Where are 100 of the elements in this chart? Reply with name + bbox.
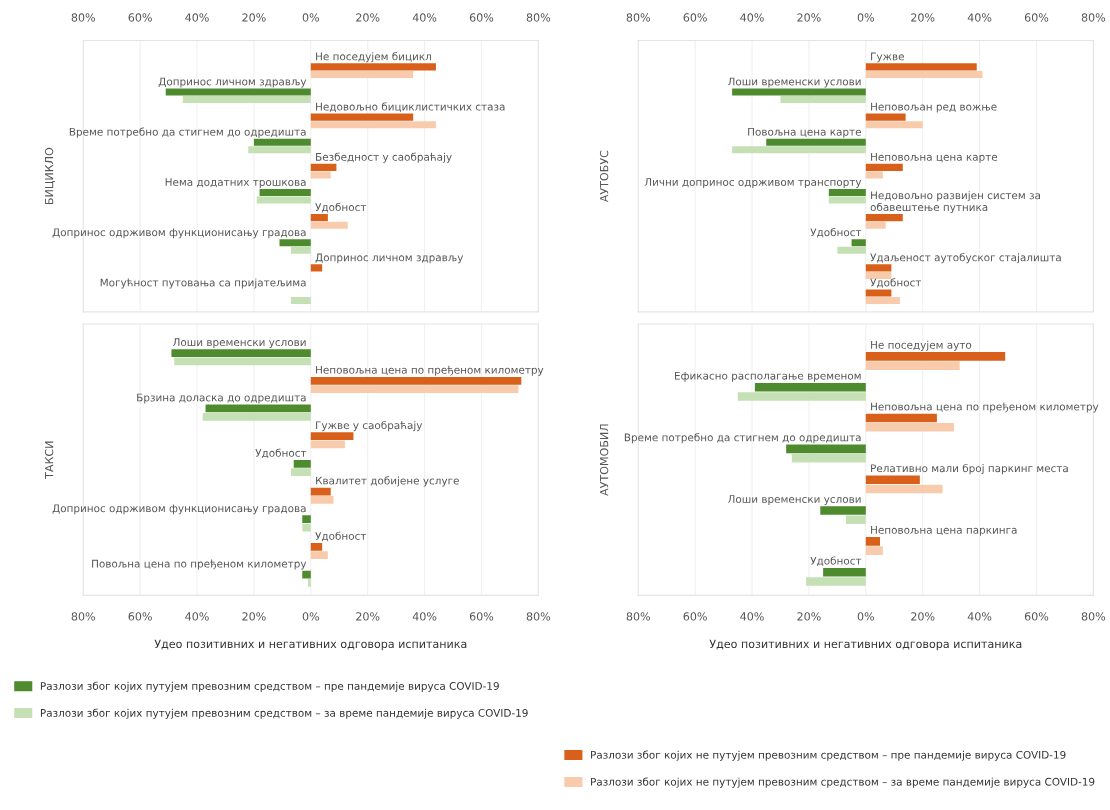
x-tick-label: 40% bbox=[412, 13, 437, 22]
bar bbox=[310, 63, 436, 71]
bar bbox=[310, 385, 519, 393]
bar bbox=[205, 404, 311, 413]
bar bbox=[865, 537, 881, 546]
bar bbox=[256, 196, 311, 204]
bar bbox=[865, 546, 883, 555]
x-tick-label: 80% bbox=[626, 13, 650, 22]
x-tick-label: 20% bbox=[911, 612, 935, 621]
bar bbox=[865, 289, 892, 297]
bar bbox=[806, 577, 866, 586]
bar bbox=[310, 113, 414, 121]
y-tick-label: Неповољна цена по пређеном километру bbox=[871, 402, 1099, 413]
bar bbox=[732, 88, 866, 96]
x-tick-label: 80% bbox=[526, 612, 551, 621]
y-axis-title: БИЦИКЛО bbox=[44, 147, 55, 205]
y-axis-title: АУТОБУС bbox=[599, 150, 609, 203]
bar bbox=[865, 264, 892, 272]
y-tick-label: Лоши временски услови bbox=[727, 77, 861, 88]
y-tick-label: Неповољан ред вожње bbox=[871, 102, 997, 113]
x-axis-title: Удео позитивних и негативних одговора испитаника bbox=[154, 639, 467, 651]
y-tick-label: Неповољна цена по пређеном километру bbox=[316, 365, 544, 376]
y-tick-label: Удобност bbox=[810, 556, 862, 566]
bar bbox=[310, 551, 328, 560]
bar bbox=[865, 352, 1006, 361]
legend-label: Разлози због којих не путујем превозним средством – пре пандемије вируса COVID-19 bbox=[591, 750, 1066, 761]
bar bbox=[865, 63, 977, 71]
y-tick-label: Нема додатних трошкова bbox=[165, 178, 306, 188]
x-tick-label: 20% bbox=[911, 13, 935, 22]
x-tick-label: 40% bbox=[740, 612, 764, 621]
legend-label: Разлози због којих не путујем превозним средством – за време пандемије вируса COVID-19 bbox=[591, 777, 1095, 788]
bar bbox=[786, 444, 866, 454]
bar bbox=[865, 361, 960, 370]
x-tick-label: 0% bbox=[857, 13, 874, 22]
y-tick-label: Квалитет добијене услуге bbox=[316, 476, 459, 487]
bar bbox=[293, 459, 311, 468]
bar bbox=[307, 579, 311, 587]
x-tick-label: 40% bbox=[967, 612, 992, 621]
x-tick-label: 60% bbox=[128, 13, 152, 22]
bar bbox=[865, 484, 943, 494]
y-tick-label: Време потребно да стигнем до одредишта bbox=[624, 433, 861, 444]
bar bbox=[791, 453, 866, 463]
bar bbox=[165, 88, 311, 96]
x-tick-label: 20% bbox=[356, 612, 380, 621]
x-tick-label: 20% bbox=[797, 612, 821, 621]
x-tick-label: 40% bbox=[412, 612, 437, 621]
bar bbox=[310, 376, 522, 385]
bar bbox=[851, 239, 866, 247]
bar bbox=[310, 543, 323, 551]
bar bbox=[766, 138, 866, 146]
y-tick-label: Удобност bbox=[315, 531, 367, 542]
y-tick-label: Не поседујем бицикл bbox=[316, 52, 431, 63]
bar bbox=[302, 523, 311, 532]
bar bbox=[182, 96, 311, 104]
x-tick-label: 80% bbox=[1081, 13, 1106, 22]
x-tick-label: 80% bbox=[526, 13, 551, 22]
x-tick-label: 60% bbox=[469, 13, 494, 22]
y-tick-label: Гужве у саобраћају bbox=[316, 420, 423, 432]
x-tick-label: 0% bbox=[857, 612, 874, 621]
y-axis-title: АУТОМОБИЛ bbox=[599, 424, 609, 496]
bar bbox=[248, 146, 311, 154]
x-tick-label: 40% bbox=[740, 13, 764, 22]
bar bbox=[290, 297, 311, 305]
x-axis-title: Удео позитивних и негативних одговора испитаника bbox=[709, 639, 1022, 651]
bar bbox=[865, 113, 906, 121]
bar bbox=[865, 214, 903, 222]
y-tick-label: Повољна цена по пређеном километру bbox=[92, 559, 307, 570]
x-tick-label: 20% bbox=[242, 13, 266, 22]
y-tick-label: Не поседујем ауто bbox=[871, 340, 972, 351]
bar bbox=[865, 163, 903, 171]
bar bbox=[865, 475, 920, 485]
y-tick-label: Време потребно да стигнем до одредишта bbox=[69, 127, 306, 138]
y-tick-label: Релативно мали број паркинг места bbox=[871, 463, 1068, 475]
x-tick-label: 20% bbox=[356, 13, 380, 22]
y-tick-label: Удобност bbox=[255, 448, 307, 459]
y-tick-label: Удобност bbox=[870, 278, 922, 288]
bar bbox=[845, 515, 866, 525]
y-tick-label: Недовољно бициклистичких стаза bbox=[316, 102, 505, 112]
x-tick-label: 0% bbox=[302, 612, 319, 621]
y-tick-label: Удаљеност аутобуског стајалишта bbox=[870, 253, 1061, 264]
y-tick-label: Лоши временски услови bbox=[172, 338, 306, 349]
bar bbox=[310, 432, 354, 441]
bar bbox=[310, 221, 348, 229]
bar bbox=[865, 221, 886, 229]
y-tick-label: Допринос одрживом функционисању градова bbox=[52, 228, 306, 239]
y-tick-label: Допринос личном здрављу bbox=[315, 253, 464, 264]
y-tick-label: Удобност bbox=[315, 202, 367, 213]
bar bbox=[828, 188, 866, 197]
y-tick-label: Ефикасно располагање временом bbox=[675, 371, 861, 382]
x-tick-label: 80% bbox=[71, 612, 95, 621]
y-tick-label: Гужве bbox=[871, 52, 904, 63]
y-tick-label: Неповољна цена паркинга bbox=[871, 526, 1017, 536]
bar bbox=[202, 412, 311, 421]
bar bbox=[780, 96, 866, 104]
bar bbox=[737, 392, 866, 401]
y-tick-label: Неповољна цена карте bbox=[871, 153, 998, 163]
bar bbox=[865, 171, 883, 179]
bar bbox=[310, 264, 323, 272]
y-tick-label: Брзина доласка до одредишта bbox=[137, 393, 306, 404]
bar bbox=[865, 297, 900, 305]
